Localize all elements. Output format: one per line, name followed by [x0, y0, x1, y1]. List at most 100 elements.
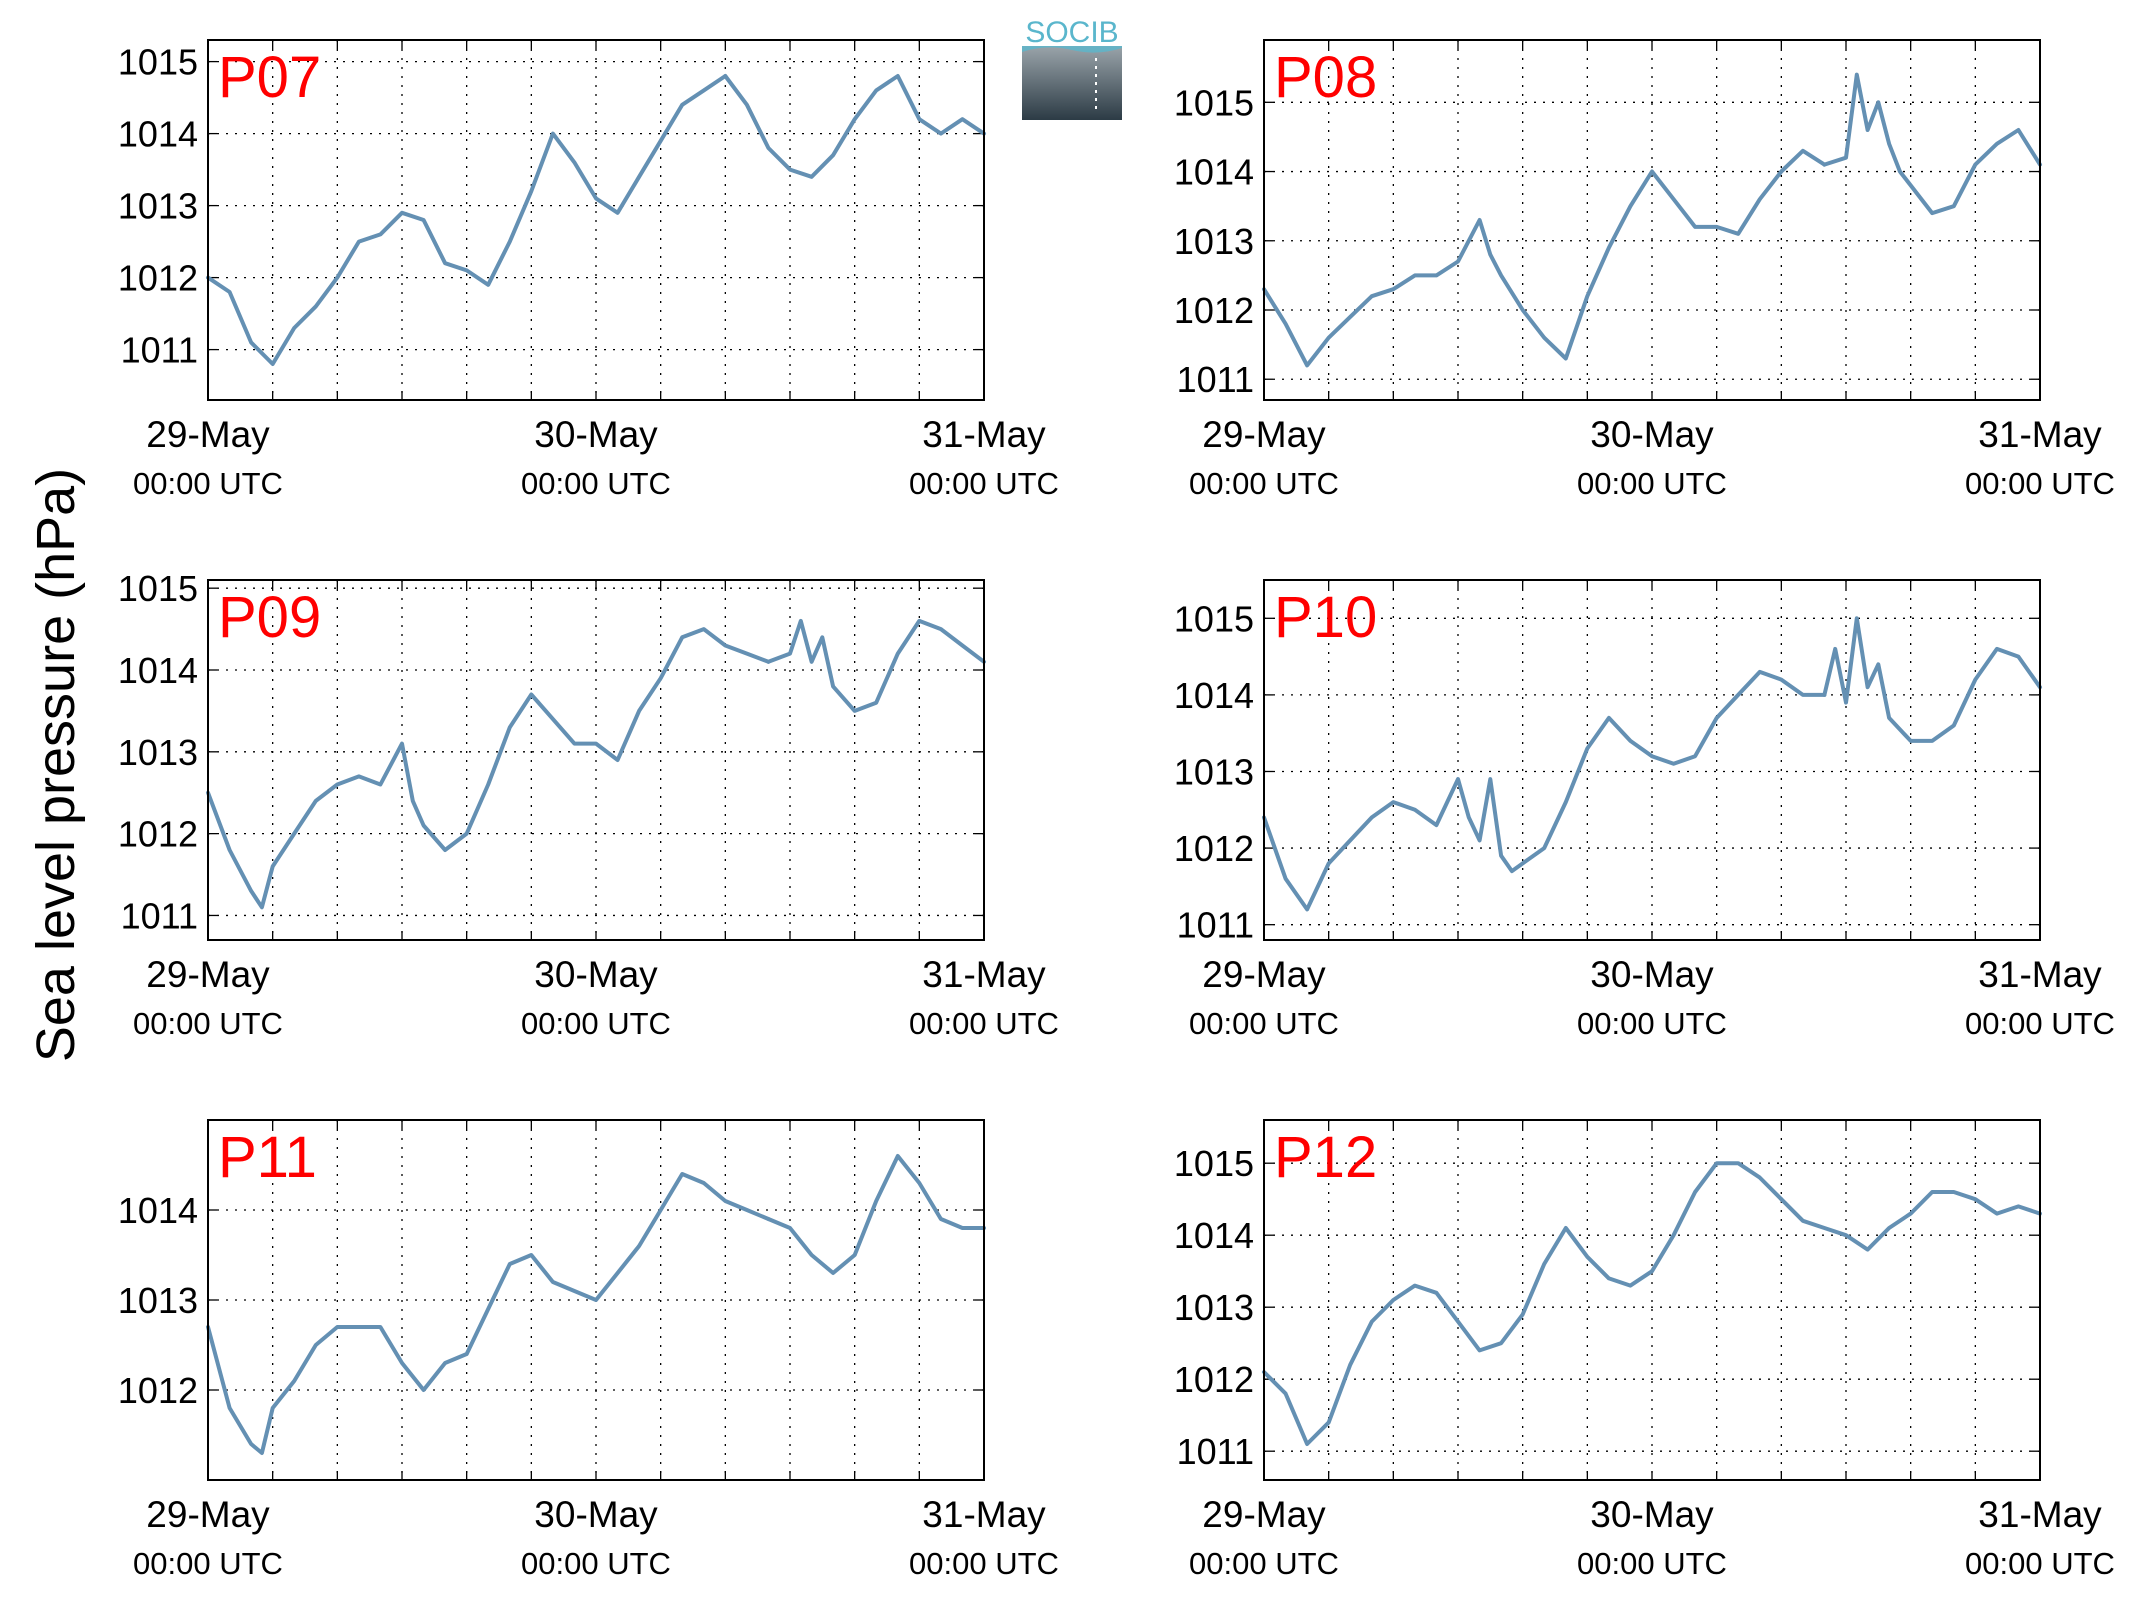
pressure-series-line: [1779, 1190, 2042, 1252]
x-tick-date-label: 31-May: [922, 954, 1046, 995]
x-tick-date-label: 31-May: [1978, 954, 2102, 995]
y-tick-label: 1012: [118, 1370, 198, 1411]
y-tick-label: 1014: [118, 114, 198, 155]
x-tick-date-label: 29-May: [1202, 414, 1326, 455]
x-tick-date-label: 29-May: [146, 954, 270, 995]
pressure-series-line: [206, 74, 728, 366]
y-tick-label: 1012: [1174, 1359, 1254, 1400]
x-tick-time-label: 00:00 UTC: [521, 466, 671, 501]
x-tick-time-label: 00:00 UTC: [1965, 1006, 2115, 1041]
logo-block: [1022, 46, 1122, 120]
y-tick-label: 1013: [1174, 221, 1254, 262]
y-tick-label: 1015: [1174, 598, 1254, 639]
pressure-series-line: [206, 1172, 771, 1455]
grid-lines: [1264, 1120, 2040, 1480]
y-tick-label: 1014: [118, 1190, 198, 1231]
pressure-series-line: [1822, 72, 2042, 216]
grid-lines: [1264, 40, 2040, 400]
chart-panel: 1011 1012 1013 1014 1015 P08 29-May 00:00 UTC 30…: [1174, 39, 2115, 501]
plot-frame: [207, 39, 985, 401]
y-tick-label: 1011: [121, 895, 198, 936]
x-tick-date-label: 29-May: [1202, 954, 1326, 995]
y-tick-label: 1015: [118, 568, 198, 609]
x-tick-date-label: 31-May: [922, 414, 1046, 455]
y-tick-label: 1011: [1177, 359, 1254, 400]
x-tick-time-label: 00:00 UTC: [133, 466, 283, 501]
y-tick-label: 1012: [1174, 290, 1254, 331]
y-tick-label: 1012: [118, 258, 198, 299]
y-tick-label: 1011: [1177, 1431, 1254, 1472]
pressure-series-line: [1262, 669, 1827, 912]
y-tick-label: 1015: [1174, 1143, 1254, 1184]
y-tick-label: 1014: [1174, 1215, 1254, 1256]
y-tick-label: 1012: [118, 814, 198, 855]
pressure-series-line: [766, 618, 986, 713]
y-tick-label: 1014: [1174, 152, 1254, 193]
y-tick-label: 1013: [1174, 751, 1254, 792]
panel-label: P11: [218, 1125, 317, 1190]
plot-frame: [1263, 579, 2041, 941]
x-tick-date-label: 30-May: [1590, 414, 1714, 455]
x-tick-time-label: 00:00 UTC: [1189, 1006, 1339, 1041]
y-tick-label: 1013: [1174, 1287, 1254, 1328]
panel-label: P07: [218, 45, 321, 110]
chart-panel: 1011 1012 1013 1014 1015 P12 29-May 00:00 UTC 30…: [1174, 1119, 2115, 1581]
chart-panel: 1011 1012 1013 1014 1015 P09 29-May 00:00 UTC 30…: [118, 568, 1059, 1041]
pressure-series-line: [1822, 616, 2042, 743]
panel-label: P12: [1274, 1125, 1377, 1190]
figure-ylabel: Sea level pressure (hPa): [26, 468, 86, 1062]
x-tick-time-label: 00:00 UTC: [1189, 1546, 1339, 1581]
x-tick-date-label: 30-May: [1590, 954, 1714, 995]
y-tick-label: 1013: [118, 186, 198, 227]
panel-label: P08: [1274, 45, 1377, 110]
x-tick-date-label: 30-May: [1590, 1494, 1714, 1535]
pressure-series-line: [1262, 1161, 1784, 1446]
x-tick-time-label: 00:00 UTC: [1965, 1546, 2115, 1581]
socib-logo: SOCIB: [1022, 16, 1122, 120]
y-tick-label: 1013: [118, 1280, 198, 1321]
y-tick-label: 1015: [1174, 82, 1254, 123]
x-tick-date-label: 31-May: [1978, 414, 2102, 455]
x-tick-date-label: 31-May: [1978, 1494, 2102, 1535]
y-tick-label: 1014: [1174, 675, 1254, 716]
plot-frame: [1263, 39, 2041, 401]
panel-label: P10: [1274, 585, 1377, 650]
y-tick-label: 1011: [1177, 905, 1254, 946]
x-tick-time-label: 00:00 UTC: [1577, 466, 1727, 501]
y-tick-label: 1014: [118, 650, 198, 691]
x-tick-date-label: 30-May: [534, 954, 658, 995]
x-tick-time-label: 00:00 UTC: [521, 1546, 671, 1581]
pressure-series-line: [1262, 148, 1827, 368]
chart-panel: 1011 1012 1013 1014 1015 P07 29-May 00:00 UTC 30…: [118, 39, 1059, 501]
x-tick-time-label: 00:00 UTC: [1965, 466, 2115, 501]
pressure-series-line: [206, 627, 771, 910]
chart-panel: 1011 1012 1013 1014 1015 P10 29-May 00:00 UTC 30…: [1174, 579, 2115, 1041]
x-tick-date-label: 29-May: [1202, 1494, 1326, 1535]
grid-lines: [208, 40, 984, 400]
x-tick-date-label: 29-May: [146, 414, 270, 455]
x-tick-date-label: 29-May: [146, 1494, 270, 1535]
y-tick-label: 1013: [118, 732, 198, 773]
chart-panel: 1012 1013 1014 P11 29-May 00:00 UTC 30-May 00:0…: [118, 1119, 1059, 1581]
x-tick-time-label: 00:00 UTC: [133, 1546, 283, 1581]
x-tick-time-label: 00:00 UTC: [909, 466, 1059, 501]
y-tick-label: 1015: [118, 42, 198, 83]
logo-text: SOCIB: [1025, 16, 1118, 49]
x-tick-date-label: 30-May: [534, 414, 658, 455]
x-tick-date-label: 31-May: [922, 1494, 1046, 1535]
x-tick-date-label: 30-May: [534, 1494, 658, 1535]
x-tick-time-label: 00:00 UTC: [909, 1546, 1059, 1581]
grid-lines: [1264, 580, 2040, 940]
pressure-series-line: [723, 74, 986, 179]
panels-layer: 1011 1012 1013 1014 1015 P07 29-May 00:00 UTC 30…: [118, 39, 2115, 1581]
y-tick-label: 1012: [1174, 828, 1254, 869]
y-tick-label: 1011: [121, 330, 198, 371]
x-tick-time-label: 00:00 UTC: [909, 1006, 1059, 1041]
x-tick-time-label: 00:00 UTC: [521, 1006, 671, 1041]
x-tick-time-label: 00:00 UTC: [133, 1006, 283, 1041]
panel-label: P09: [218, 585, 321, 650]
pressure-series-line: [766, 1154, 986, 1275]
plot-frame: [1263, 1119, 2041, 1481]
